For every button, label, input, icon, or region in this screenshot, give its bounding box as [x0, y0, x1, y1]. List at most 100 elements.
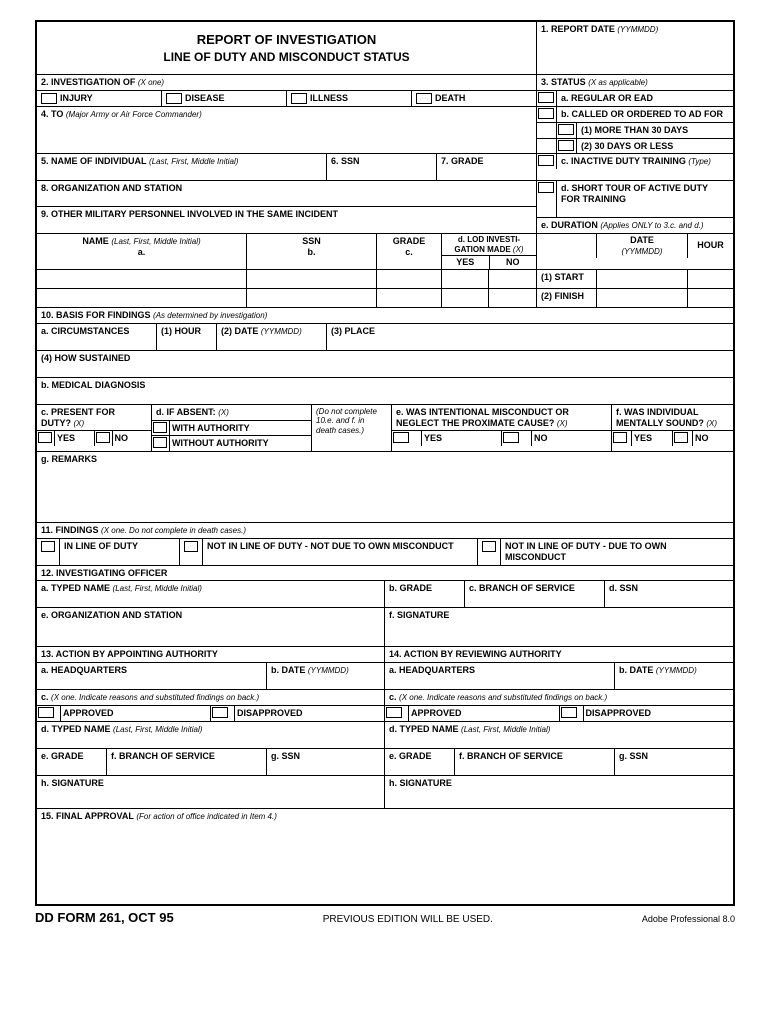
- f4-label: 4. TO: [41, 109, 63, 119]
- chk-11-3[interactable]: [482, 541, 496, 552]
- row-9-r2: (2) FINISH: [37, 289, 733, 308]
- f5-hint: (Last, First, Middle Initial): [149, 157, 238, 166]
- f9-name-1[interactable]: [37, 270, 247, 288]
- field-3-label: 3. STATUS: [541, 77, 586, 87]
- field-2-block: 2. INVESTIGATION OF (X one) INJURY DISEA…: [37, 75, 537, 106]
- title-block: REPORT OF INVESTIGATION LINE OF DUTY AND…: [37, 22, 537, 74]
- f3e-head: DATE (YYMMDD) HOUR: [537, 234, 733, 269]
- f3e-hint: (Applies ONLY to 3.c. and d.): [600, 221, 703, 230]
- f9-lod-head: d. LOD INVESTI-GATION MADE (X) YES NO: [442, 234, 537, 269]
- row-11-head: 11. FINDINGS (X one. Do not complete in …: [37, 523, 733, 539]
- field-5: 5. NAME OF INDIVIDUAL (Last, First, Midd…: [37, 154, 327, 180]
- f10-label: 10. BASIS FOR FINDINGS: [41, 310, 151, 320]
- row-2-3: 2. INVESTIGATION OF (X one) INJURY DISEA…: [37, 75, 733, 107]
- row-11-opts: IN LINE OF DUTY NOT IN LINE OF DUTY - NO…: [37, 539, 733, 566]
- chk-3c[interactable]: [538, 155, 554, 166]
- chk-3a[interactable]: [538, 92, 554, 103]
- f7-label: 7. GRADE: [441, 156, 484, 166]
- chk-death[interactable]: [416, 93, 432, 104]
- row-1314-efg: e. GRADE f. BRANCH OF SERVICE g. SSN e. …: [37, 749, 733, 776]
- f3-finish-hour[interactable]: [688, 289, 733, 307]
- row-5-6-7: 5. NAME OF INDIVIDUAL (Last, First, Midd…: [37, 154, 733, 181]
- row-1314-d: d. TYPED NAME (Last, First, Middle Initi…: [37, 722, 733, 749]
- field-6: 6. SSN: [327, 154, 437, 180]
- f9-yes-2[interactable]: [442, 289, 489, 307]
- row-10cdef: c. PRESENT FOR DUTY? (X) YES NO d. IF AB…: [37, 405, 733, 452]
- chk-injury[interactable]: [41, 93, 57, 104]
- chk-3b1[interactable]: [558, 124, 574, 135]
- title-2: LINE OF DUTY AND MISCONDUCT STATUS: [41, 50, 532, 72]
- f3c: c. INACTIVE DUTY TRAINING: [561, 156, 686, 166]
- footer-right: Adobe Professional 8.0: [642, 914, 735, 924]
- field-1-report-date: 1. REPORT DATE (YYMMDD): [537, 22, 733, 74]
- f9-no-2[interactable]: [489, 289, 537, 307]
- chk-3d[interactable]: [538, 182, 554, 193]
- f9-grade-2[interactable]: [377, 289, 442, 307]
- row-10-head: 10. BASIS FOR FINDINGS (As determined by…: [37, 308, 733, 324]
- header-row: REPORT OF INVESTIGATION LINE OF DUTY AND…: [37, 22, 733, 75]
- chk-14-disappr[interactable]: [561, 707, 577, 718]
- row-4-3b: 4. TO (Major Army or Air Force Commander…: [37, 107, 733, 154]
- f3-start-date[interactable]: [597, 270, 688, 288]
- chk-14-appr[interactable]: [386, 707, 402, 718]
- f9-no-1[interactable]: [489, 270, 537, 288]
- form-page: REPORT OF INVESTIGATION LINE OF DUTY AND…: [0, 0, 770, 949]
- chk-disease[interactable]: [166, 93, 182, 104]
- row-1314-ab: a. HEADQUARTERS b. DATE (YYMMDD) a. HEAD…: [37, 663, 733, 690]
- chk-13-appr[interactable]: [38, 707, 54, 718]
- chk-11-2[interactable]: [184, 541, 198, 552]
- f9-ssn-1[interactable]: [247, 270, 377, 288]
- row-12-abcd: a. TYPED NAME (Last, First, Middle Initi…: [37, 581, 733, 608]
- opt-illness: ILLNESS: [310, 93, 348, 103]
- f3c-hint: (Type): [688, 157, 711, 166]
- f3d: d. SHORT TOUR OF ACTIVE DUTY FOR TRAININ…: [561, 183, 708, 204]
- chk-3b[interactable]: [538, 108, 554, 119]
- f9-ssn-head: SSN b.: [247, 234, 377, 269]
- f3a: a. REGULAR OR EAD: [561, 93, 653, 103]
- footer-mid: PREVIOUS EDITION WILL BE USED.: [323, 914, 493, 925]
- opt-disease: DISEASE: [185, 93, 225, 103]
- f3b2: (2) 30 DAYS OR LESS: [581, 141, 673, 151]
- row-8: 8. ORGANIZATION AND STATION 9. OTHER MIL…: [37, 181, 733, 234]
- row-9-head: NAME (Last, First, Middle Initial) a. SS…: [37, 234, 733, 270]
- f3b1: (1) MORE THAN 30 DAYS: [581, 125, 688, 135]
- chk-10e-no[interactable]: [503, 432, 519, 443]
- f9-grade-1[interactable]: [377, 270, 442, 288]
- chk-10d-without[interactable]: [153, 437, 167, 448]
- f9-yes-1[interactable]: [442, 270, 489, 288]
- chk-illness[interactable]: [291, 93, 307, 104]
- chk-10f-yes[interactable]: [613, 432, 627, 443]
- row-12-ef: e. ORGANIZATION AND STATION f. SIGNATURE: [37, 608, 733, 647]
- chk-10c-yes[interactable]: [38, 432, 52, 443]
- chk-10c-no[interactable]: [96, 432, 110, 443]
- chk-10e-yes[interactable]: [393, 432, 409, 443]
- f9-name-2[interactable]: [37, 289, 247, 307]
- field-7: 7. GRADE: [437, 154, 537, 180]
- chk-3b2[interactable]: [558, 140, 574, 151]
- f3-finish-date[interactable]: [597, 289, 688, 307]
- chk-13-disappr[interactable]: [212, 707, 228, 718]
- f9-label: 9. OTHER MILITARY PERSONNEL INVOLVED IN …: [41, 209, 338, 219]
- field-4: 4. TO (Major Army or Air Force Commander…: [37, 107, 537, 153]
- opt-death: DEATH: [435, 93, 465, 103]
- row-10a: a. CIRCUMSTANCES (1) HOUR (2) DATE (YYMM…: [37, 324, 733, 351]
- field-1-label: 1. REPORT DATE: [541, 24, 615, 34]
- field-3b: b. CALLED OR ORDERED TO AD FOR (1) MORE …: [537, 107, 733, 153]
- f8-label: 8. ORGANIZATION AND STATION: [41, 183, 182, 193]
- f3e: e. DURATION: [541, 220, 598, 230]
- row-10a4: (4) HOW SUSTAINED: [37, 351, 733, 378]
- form-container: REPORT OF INVESTIGATION LINE OF DUTY AND…: [35, 20, 735, 906]
- field-3-hint: (X as applicable): [588, 78, 648, 87]
- f3-start-hour[interactable]: [688, 270, 733, 288]
- chk-11-1[interactable]: [41, 541, 55, 552]
- row-1314-c: c. (X one. Indicate reasons and substitu…: [37, 690, 733, 722]
- footer-form-id: DD FORM 261, OCT 95: [35, 910, 174, 925]
- form-footer: DD FORM 261, OCT 95 PREVIOUS EDITION WIL…: [35, 906, 735, 929]
- chk-10d-with[interactable]: [153, 422, 167, 433]
- row-9-r1: (1) START: [37, 270, 733, 289]
- field-2-label: 2. INVESTIGATION OF: [41, 77, 135, 87]
- f9-ssn-2[interactable]: [247, 289, 377, 307]
- field-3-block: 3. STATUS (X as applicable) a. REGULAR O…: [537, 75, 733, 106]
- chk-10f-no[interactable]: [674, 432, 688, 443]
- field-1-hint: (YYMMDD): [617, 25, 658, 34]
